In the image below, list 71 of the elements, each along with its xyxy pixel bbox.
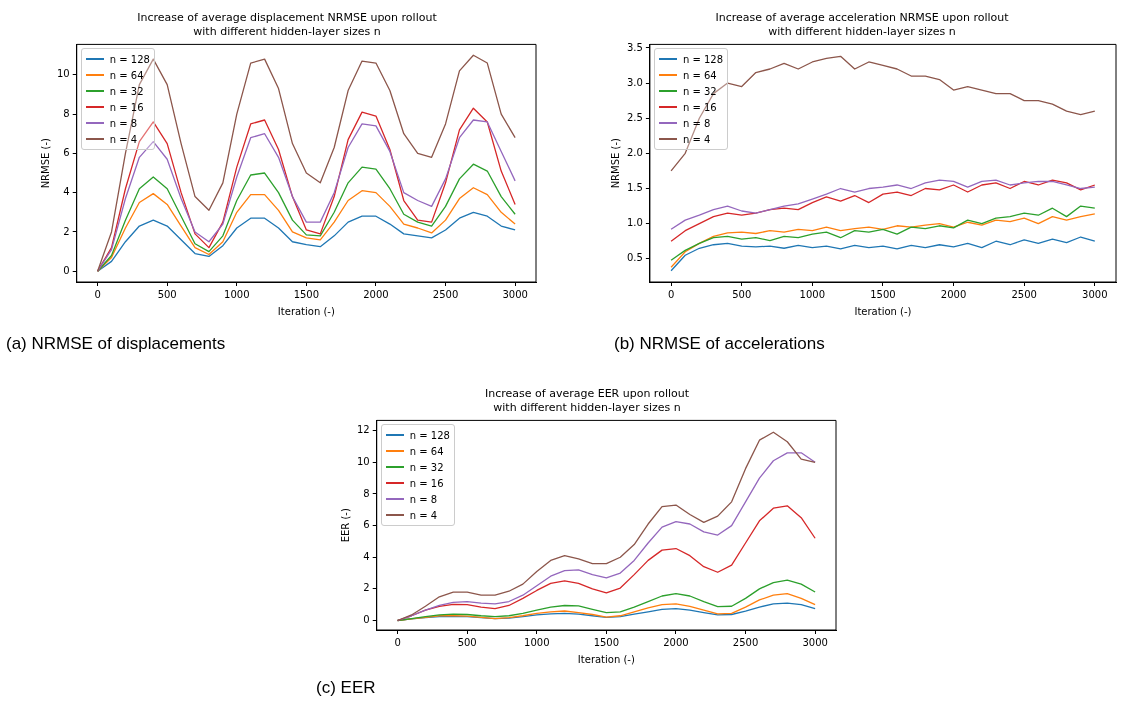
x-tick-label: 2000 [663, 636, 689, 648]
legend-label: n = 64 [409, 445, 444, 457]
y-tick-label: 3.5 [627, 41, 643, 53]
chart-title: Increase of average displacement NRMSE upon rollout with different hidden-layer sizes n [137, 11, 438, 38]
y-tick-label: 10 [56, 68, 70, 80]
legend-label: n = 32 [682, 85, 717, 97]
legend-label: n = 8 [409, 493, 438, 505]
legend-label: n = 16 [682, 101, 717, 113]
x-tick-label: 1500 [870, 288, 896, 300]
legend-label: n = 8 [109, 117, 138, 129]
legend-label: n = 4 [409, 509, 438, 521]
x-tick-label: 500 [457, 636, 477, 648]
x-tick-label: 1000 [799, 288, 826, 300]
y-tick-label: 4 [363, 550, 370, 562]
y-tick-label: 4 [63, 186, 70, 198]
y-tick-label: 2.5 [627, 111, 643, 123]
legend-label: n = 64 [682, 69, 717, 81]
legend-label: n = 64 [109, 69, 144, 81]
y-tick-label: 0 [63, 264, 70, 276]
x-axis-title: Iteration (-) [854, 305, 912, 317]
x-tick-label: 500 [157, 288, 177, 300]
x-tick-label: 3000 [502, 288, 528, 300]
y-tick-label: 0.5 [627, 252, 643, 264]
x-axis-title: Iteration (-) [277, 305, 335, 317]
x-tick-label: 500 [732, 288, 752, 300]
text: (a) NRMSE of displacements [6, 334, 227, 354]
text: (b) NRMSE of accelerations [614, 334, 826, 354]
y-tick-label: 8 [63, 107, 70, 119]
y-tick-label: 6 [63, 146, 70, 158]
x-tick-label: 2000 [940, 288, 967, 300]
x-tick-label: 2000 [363, 288, 389, 300]
x-tick-label: 0 [394, 636, 401, 648]
x-tick-label: 3000 [802, 636, 828, 648]
x-tick-label: 0 [667, 288, 675, 300]
legend-label: n = 16 [109, 101, 144, 113]
legend-label: n = 4 [109, 133, 138, 145]
y-tick-label: 2.0 [627, 146, 643, 158]
x-tick-label: 1000 [224, 288, 250, 300]
x-tick-label: 2500 [1011, 288, 1037, 300]
y-axis-title: NRMSE (-) [609, 137, 621, 189]
y-axis-title: EER (-) [339, 508, 351, 543]
y-tick-label: 8 [363, 487, 370, 499]
legend-label: n = 4 [682, 133, 711, 145]
y-tick-label: 1.5 [627, 182, 643, 194]
legend-label: n = 128 [109, 53, 150, 65]
chart-title: Increase of average acceleration NRMSE upon rollout with different hidden-layer sizes n [715, 11, 1010, 38]
legend-label: n = 32 [109, 85, 144, 97]
legend-label: n = 16 [409, 477, 444, 489]
y-axis-title: NRMSE (-) [39, 137, 51, 189]
x-tick-label: 1500 [293, 288, 320, 300]
y-tick-label: 6 [363, 519, 370, 531]
legend-label: n = 32 [409, 461, 444, 473]
y-tick-label: 1.0 [627, 217, 643, 229]
y-tick-label: 2 [63, 225, 70, 237]
x-tick-label: 1000 [524, 636, 550, 648]
x-tick-label: 1500 [593, 636, 620, 648]
y-tick-label: 3.0 [627, 76, 643, 88]
chart-title: Increase of average EER upon rollout with different hidden-layer sizes n [484, 387, 690, 414]
x-tick-label: 0 [94, 288, 101, 300]
y-tick-label: 12 [356, 424, 370, 436]
y-tick-label: 0 [363, 614, 370, 626]
y-tick-label: 10 [356, 455, 370, 467]
text: (c) EER [316, 678, 377, 698]
legend-label: n = 128 [409, 429, 450, 441]
legend-label: n = 128 [682, 53, 724, 65]
legend-label: n = 8 [682, 117, 711, 129]
y-tick-label: 2 [363, 582, 370, 594]
x-tick-label: 3000 [1082, 288, 1108, 300]
x-axis-title: Iteration (-) [577, 653, 635, 665]
x-tick-label: 2500 [432, 288, 459, 300]
x-tick-label: 2500 [732, 636, 759, 648]
